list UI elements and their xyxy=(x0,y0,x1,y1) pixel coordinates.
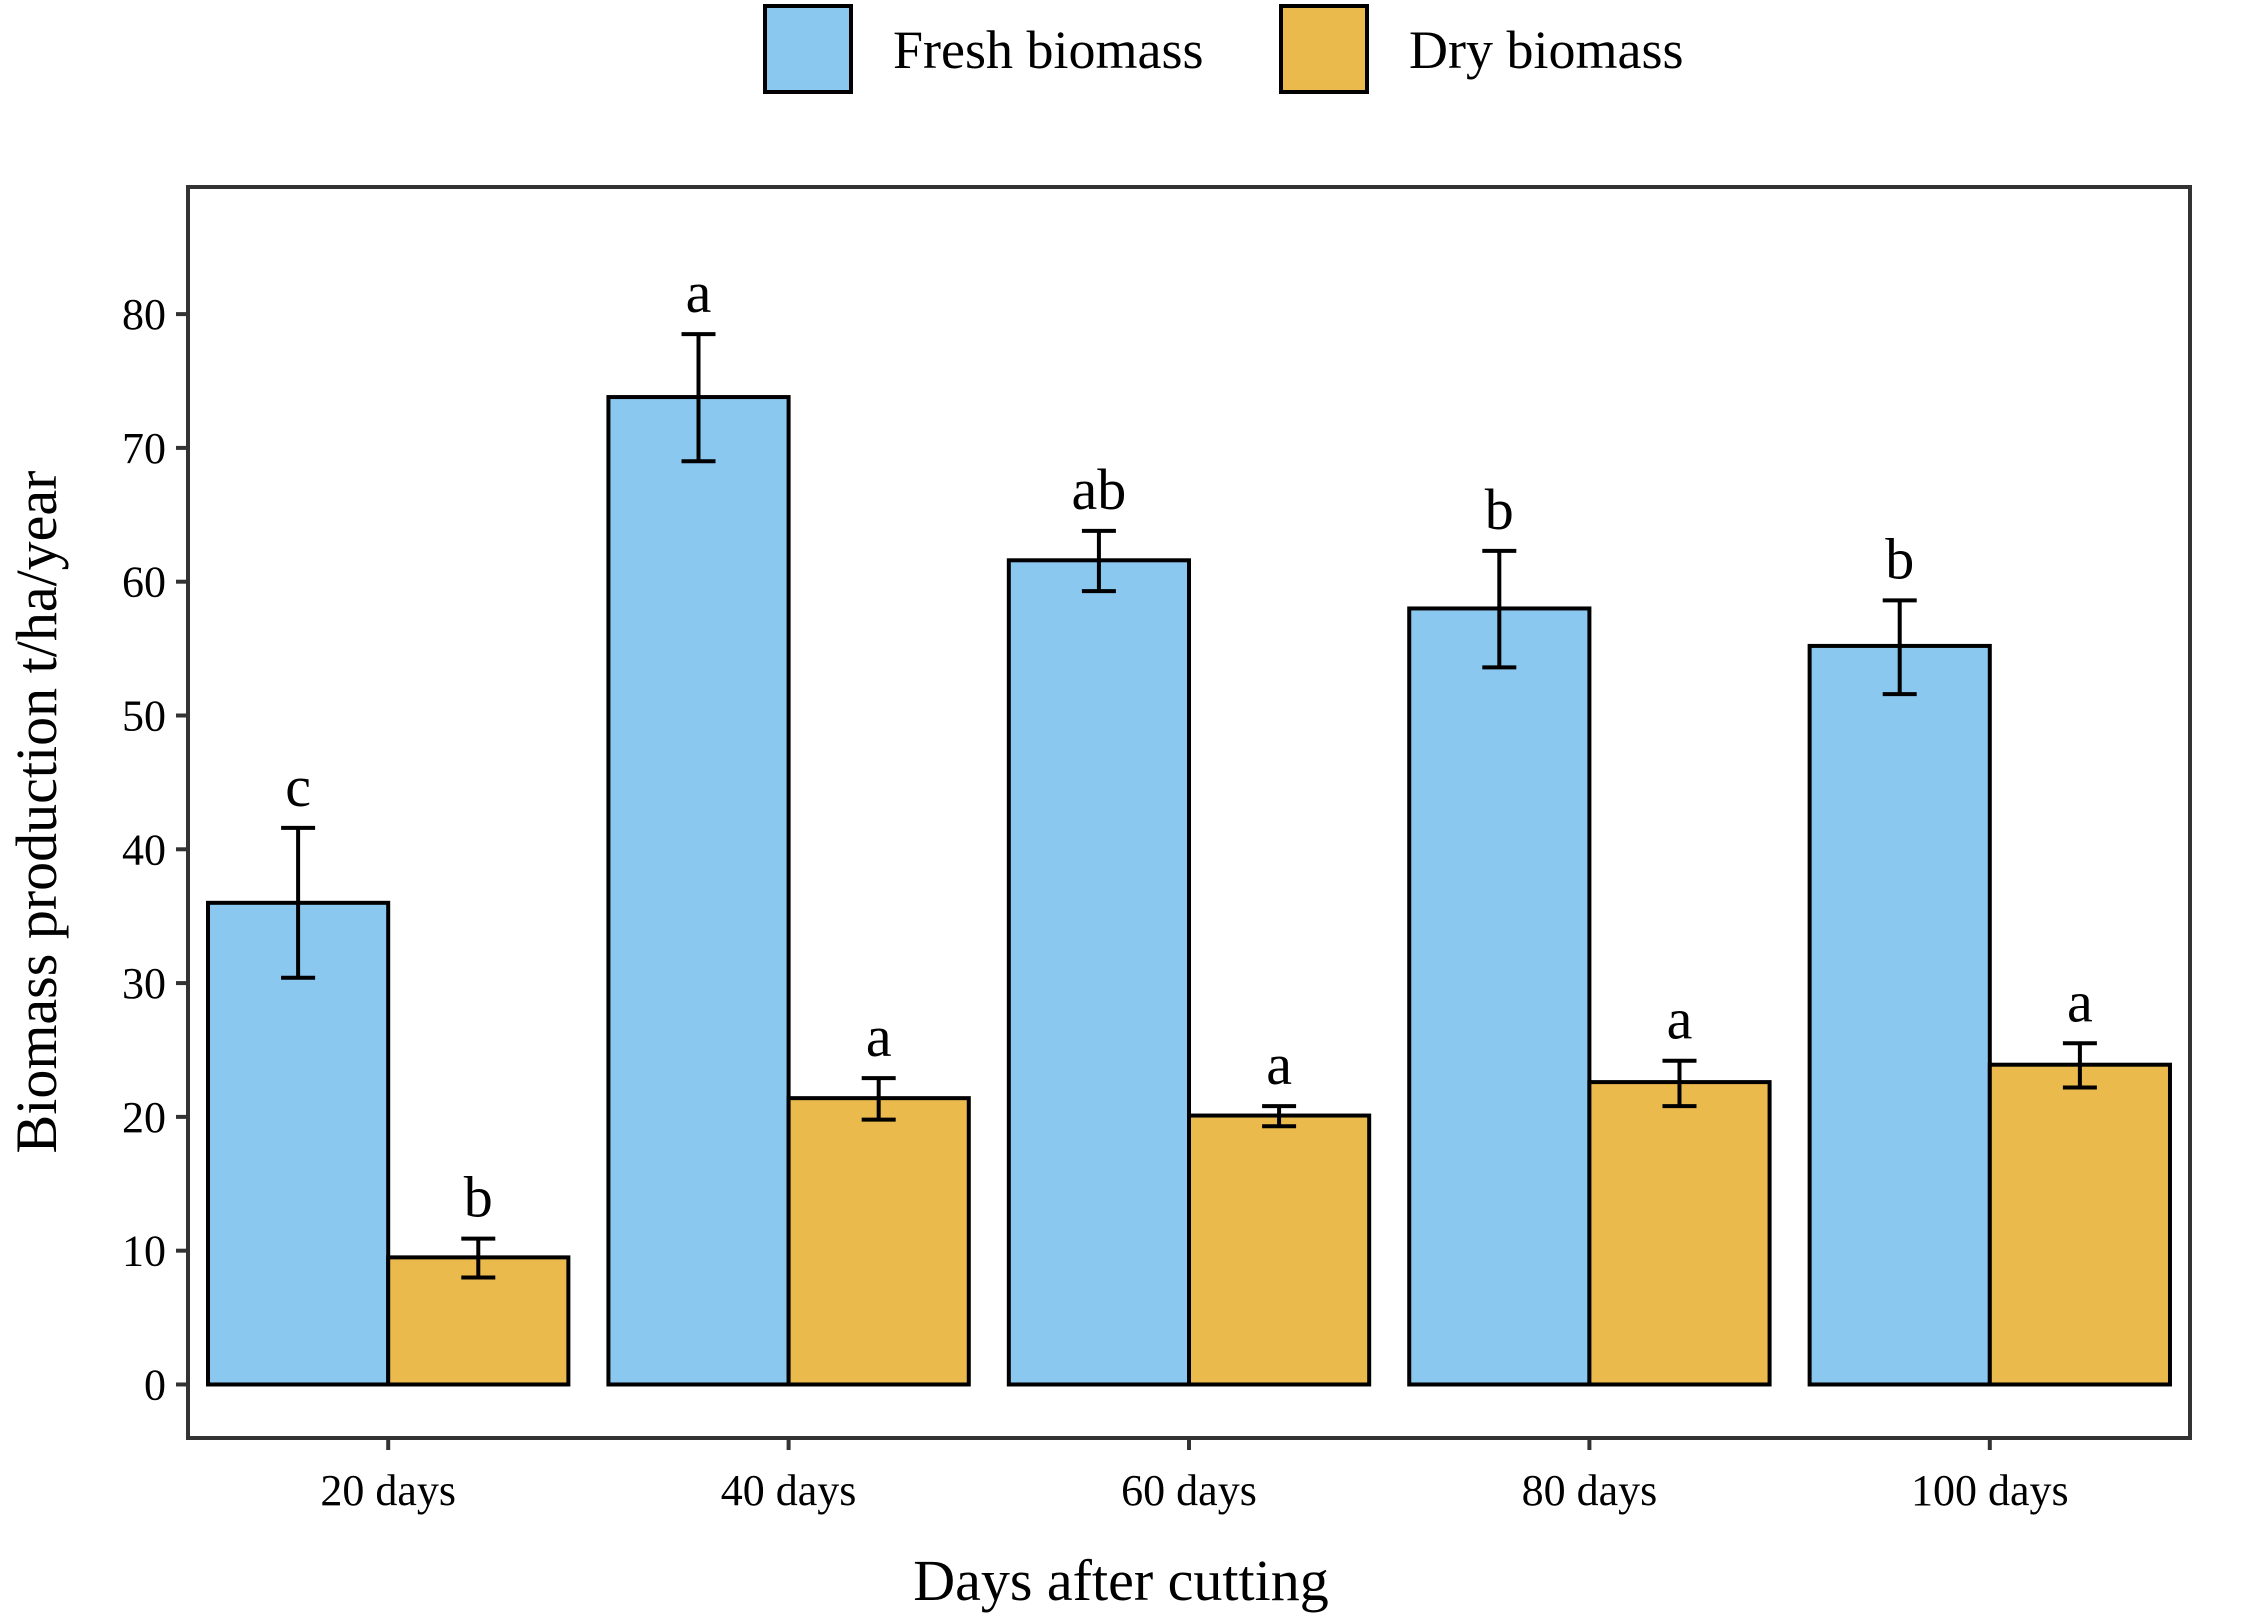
significance-letter-fresh-biomass-3: b xyxy=(1485,477,1514,542)
y-tick-label-50: 50 xyxy=(122,691,166,740)
significance-letter-dry-biomass-4: a xyxy=(2067,969,2093,1034)
bar-dry-biomass-1 xyxy=(786,1096,971,1387)
significance-letter-fresh-biomass-1: a xyxy=(686,260,712,325)
significance-letter-dry-biomass-1: a xyxy=(866,1004,892,1069)
y-tick-label-20: 20 xyxy=(122,1093,166,1142)
significance-letter-fresh-biomass-2: ab xyxy=(1072,457,1127,522)
significance-letter-dry-biomass-0: b xyxy=(464,1165,493,1230)
bar-fresh-biomass-2 xyxy=(1006,558,1191,1387)
x-tick-label-1: 40 days xyxy=(721,1466,857,1515)
bar-fresh-biomass-0 xyxy=(206,900,391,1387)
y-tick-label-10: 10 xyxy=(122,1227,166,1276)
significance-letter-fresh-biomass-4: b xyxy=(1885,526,1914,591)
y-tick-label-80: 80 xyxy=(122,290,166,339)
x-axis-title: Days after cutting xyxy=(913,1548,1329,1613)
error-bars xyxy=(281,332,2097,1280)
legend-swatch-dry-biomass xyxy=(1279,4,1369,94)
bar-dry-biomass-3 xyxy=(1587,1080,1772,1387)
x-tick-label-4: 100 days xyxy=(1911,1466,2069,1515)
y-tick-label-40: 40 xyxy=(122,825,166,874)
x-tick-label-2: 60 days xyxy=(1121,1466,1257,1515)
y-axis: 0 10 20 30 40 50 60 70 80 xyxy=(122,290,188,1409)
legend-label-fresh-biomass: Fresh biomass xyxy=(893,20,1204,80)
legend-label-dry-biomass: Dry biomass xyxy=(1409,20,1683,80)
significance-letters: c a ab b b b a a a a xyxy=(285,260,2093,1229)
significance-letter-dry-biomass-3: a xyxy=(1667,987,1693,1052)
bar-fresh-biomass-1 xyxy=(606,395,791,1387)
y-tick-label-60: 60 xyxy=(122,558,166,607)
y-tick-label-30: 30 xyxy=(122,959,166,1008)
y-tick-label-0: 0 xyxy=(144,1360,166,1409)
legend-swatch-fresh-biomass xyxy=(763,4,853,94)
x-axis: 20 days 40 days 60 days 80 days 100 days xyxy=(320,1438,2069,1515)
bar-dry-biomass-2 xyxy=(1187,1113,1372,1387)
bar-series xyxy=(206,395,2172,1387)
significance-letter-dry-biomass-2: a xyxy=(1266,1032,1292,1097)
bar-fresh-biomass-3 xyxy=(1407,606,1592,1387)
bar-dry-biomass-4 xyxy=(1987,1062,2172,1387)
y-axis-title: Biomass production t/ha/year xyxy=(4,471,69,1154)
bar-fresh-biomass-4 xyxy=(1807,643,1992,1387)
x-tick-label-0: 20 days xyxy=(320,1466,456,1515)
legend: Fresh biomass Dry biomass xyxy=(763,4,1683,94)
significance-letter-fresh-biomass-0: c xyxy=(285,754,311,819)
y-tick-label-70: 70 xyxy=(122,424,166,473)
x-tick-label-3: 80 days xyxy=(1522,1466,1658,1515)
